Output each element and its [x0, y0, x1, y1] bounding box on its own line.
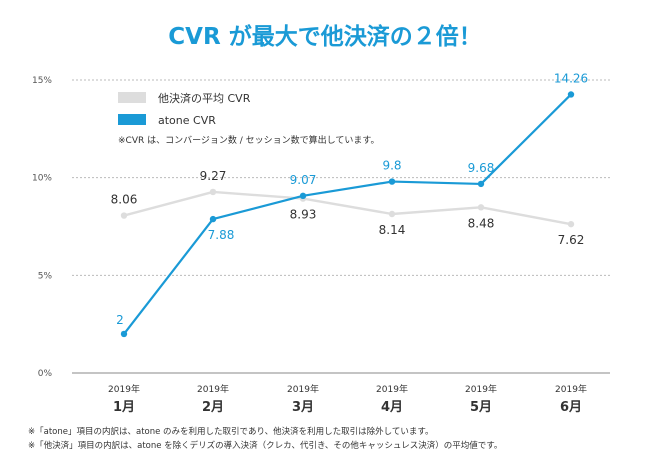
data-point	[120, 212, 128, 219]
x-tick-year: 2019年	[287, 383, 319, 395]
y-axis: 0% 5% 10% 15%	[32, 76, 52, 379]
data-label: 9.8	[382, 159, 401, 173]
data-point	[209, 188, 217, 196]
data-label: 14.26	[554, 71, 588, 85]
footnote-atone: ※「atone」項目の内訳は、atone のみを利用した取引であり、他決済を利用…	[28, 426, 434, 437]
data-point	[209, 215, 217, 223]
data-point	[388, 178, 396, 185]
legend-swatch-other	[118, 92, 146, 103]
data-label: 7.62	[558, 233, 585, 247]
data-label: 9.27	[200, 169, 227, 183]
data-point	[567, 91, 575, 98]
data-point	[477, 180, 485, 188]
x-tick-month: 3月	[292, 400, 314, 415]
x-tick-year: 2019年	[376, 383, 408, 395]
y-tick-label: 15%	[32, 76, 52, 86]
series-line	[123, 190, 572, 226]
x-tick-month: 1月	[113, 400, 135, 415]
data-label: 8.06	[111, 193, 138, 207]
y-tick-label: 0%	[38, 369, 53, 379]
footnote-other: ※「他決済」項目の内訳は、atone を除くデリズの導入決済（クレカ、代引き、そ…	[28, 440, 502, 451]
data-point	[477, 204, 485, 211]
series-layer: 8.06 9.27 8.93 8.14 8.48 7.62 2 7.88 9.07 9.8 9.68…	[111, 71, 588, 338]
data-label: 8.93	[290, 208, 317, 222]
x-tick-year: 2019年	[108, 383, 140, 395]
x-tick-month: 6月	[560, 400, 582, 415]
data-label: 9.68	[468, 161, 495, 175]
chart-title: CVR が最大で他決済の２倍！	[168, 23, 481, 50]
x-tick-year: 2019年	[555, 383, 587, 395]
data-point	[120, 330, 128, 338]
data-label: 8.14	[379, 223, 406, 237]
legend: 他決済の平均 CVR atone CVR ※CVR は、コンバージョン数 / セ…	[118, 91, 380, 146]
data-label: 8.48	[468, 216, 495, 230]
x-tick-year: 2019年	[465, 383, 497, 395]
legend-swatch-atone	[118, 114, 146, 125]
x-tick-year: 2019年	[197, 383, 229, 395]
data-point	[388, 210, 396, 218]
x-axis: 2019年 1月 2019年 2月 2019年 3月 2019年 4月 2019年 5月 2019年…	[108, 383, 587, 415]
legend-label-atone: atone CVR	[158, 114, 216, 127]
data-point	[299, 192, 307, 200]
legend-label-other: 他決済の平均 CVR	[158, 91, 251, 105]
x-tick-month: 4月	[381, 400, 403, 415]
data-label: 2	[116, 313, 124, 327]
x-tick-month: 5月	[470, 400, 492, 415]
data-point	[567, 220, 575, 228]
y-tick-label: 5%	[38, 271, 53, 281]
data-label: 7.88	[208, 228, 235, 242]
x-tick-month: 2月	[202, 400, 224, 415]
series-line	[123, 93, 572, 335]
grid	[72, 79, 610, 374]
data-label: 9.07	[290, 173, 317, 187]
y-tick-label: 10%	[32, 174, 52, 184]
legend-note: ※CVR は、コンバージョン数 / セッション数で算出しています。	[118, 134, 380, 146]
